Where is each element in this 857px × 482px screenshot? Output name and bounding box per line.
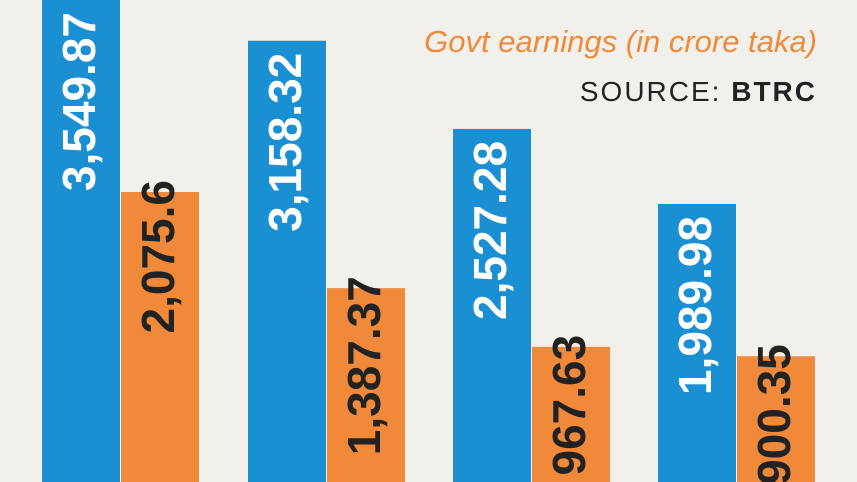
data-label-s2-c4: 900.35 (748, 344, 800, 482)
data-label-s1-c1: 3,549.87 (53, 12, 105, 191)
bar-s1-c2 (248, 40, 326, 482)
bar-s2-c2 (327, 288, 405, 482)
data-label-s1-c2: 3,158.32 (259, 53, 311, 232)
bar-s2-c3 (532, 346, 610, 482)
bar-s1-c4 (658, 203, 736, 482)
bar-s1-c3 (453, 128, 531, 482)
source-label: SOURCE: (579, 76, 722, 107)
data-label-s2-c2: 1,387.37 (338, 276, 390, 455)
data-label-s1-c4: 1,989.98 (669, 216, 721, 395)
bar-s1-c1 (42, 0, 120, 482)
bar-s2-c4 (737, 356, 815, 482)
legend-series-2: Govt earnings (in crore taka) (424, 24, 817, 59)
data-label-s1-c3: 2,527.28 (464, 141, 516, 320)
source-line: SOURCE: BTRC (580, 76, 817, 108)
data-label-s2-c1: 2,075.6 (132, 180, 184, 333)
source-name: BTRC (731, 76, 817, 107)
data-label-s2-c3: 967.63 (543, 335, 595, 476)
bar-s2-c1 (121, 192, 199, 482)
